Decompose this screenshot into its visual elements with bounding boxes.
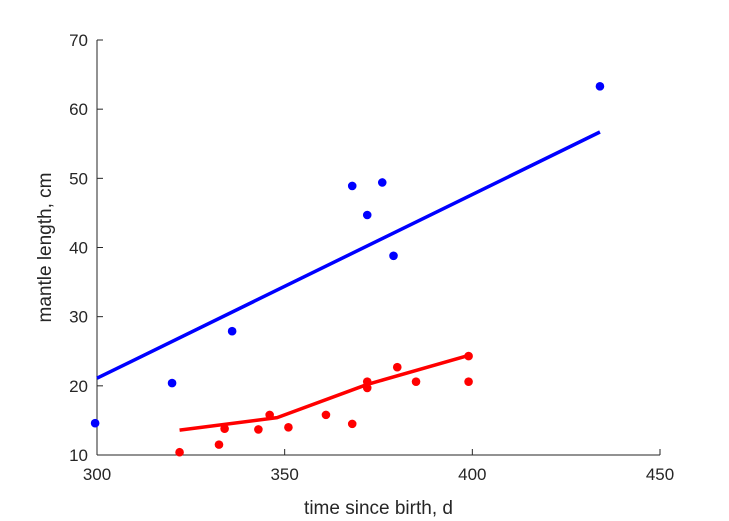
y-tick-label: 10 bbox=[69, 446, 88, 465]
data-point-2 bbox=[220, 424, 229, 434]
data-point-2 bbox=[321, 410, 331, 420]
data-point-0 bbox=[377, 178, 387, 187]
data-point-0 bbox=[389, 251, 398, 261]
fit-line-1 bbox=[96, 130, 601, 380]
y-tick-label: 70 bbox=[69, 31, 88, 50]
y-axis-label: mantle length, cm bbox=[35, 173, 56, 323]
x-tick-label: 300 bbox=[83, 465, 111, 484]
data-point-0 bbox=[347, 181, 357, 191]
data-point-0 bbox=[167, 378, 177, 388]
x-tick-label: 450 bbox=[646, 465, 674, 484]
x-axis-label: time since birth, d bbox=[304, 498, 453, 519]
data-point-2 bbox=[392, 362, 402, 372]
data-point-0 bbox=[595, 82, 605, 91]
data-point-0 bbox=[227, 326, 237, 336]
data-point-2 bbox=[214, 440, 224, 449]
data-point-2 bbox=[464, 377, 473, 386]
data-point-2 bbox=[284, 423, 293, 432]
data-point-2 bbox=[362, 383, 372, 393]
y-tick-label: 50 bbox=[69, 169, 88, 188]
data-point-2 bbox=[411, 377, 421, 386]
y-tick-label: 60 bbox=[69, 100, 88, 119]
data-point-2 bbox=[254, 425, 263, 434]
y-tick-label: 40 bbox=[69, 239, 88, 258]
axes: 300 350 400 450 10 20 30 40 50 60 70 bbox=[69, 31, 674, 484]
x-tick-label: 350 bbox=[270, 465, 298, 484]
x-tick-label: 400 bbox=[458, 465, 486, 484]
data-point-2 bbox=[362, 377, 372, 386]
data-point-2 bbox=[265, 410, 274, 420]
data-point-2 bbox=[464, 351, 473, 361]
y-tick-label: 30 bbox=[69, 308, 88, 327]
plot-area bbox=[90, 82, 605, 457]
fit-line-3 bbox=[179, 353, 470, 432]
data-point-2 bbox=[175, 447, 184, 457]
data-point-2 bbox=[347, 419, 357, 429]
data-point-0 bbox=[90, 418, 100, 428]
data-point-0 bbox=[362, 210, 372, 220]
y-tick-label: 20 bbox=[69, 377, 88, 396]
